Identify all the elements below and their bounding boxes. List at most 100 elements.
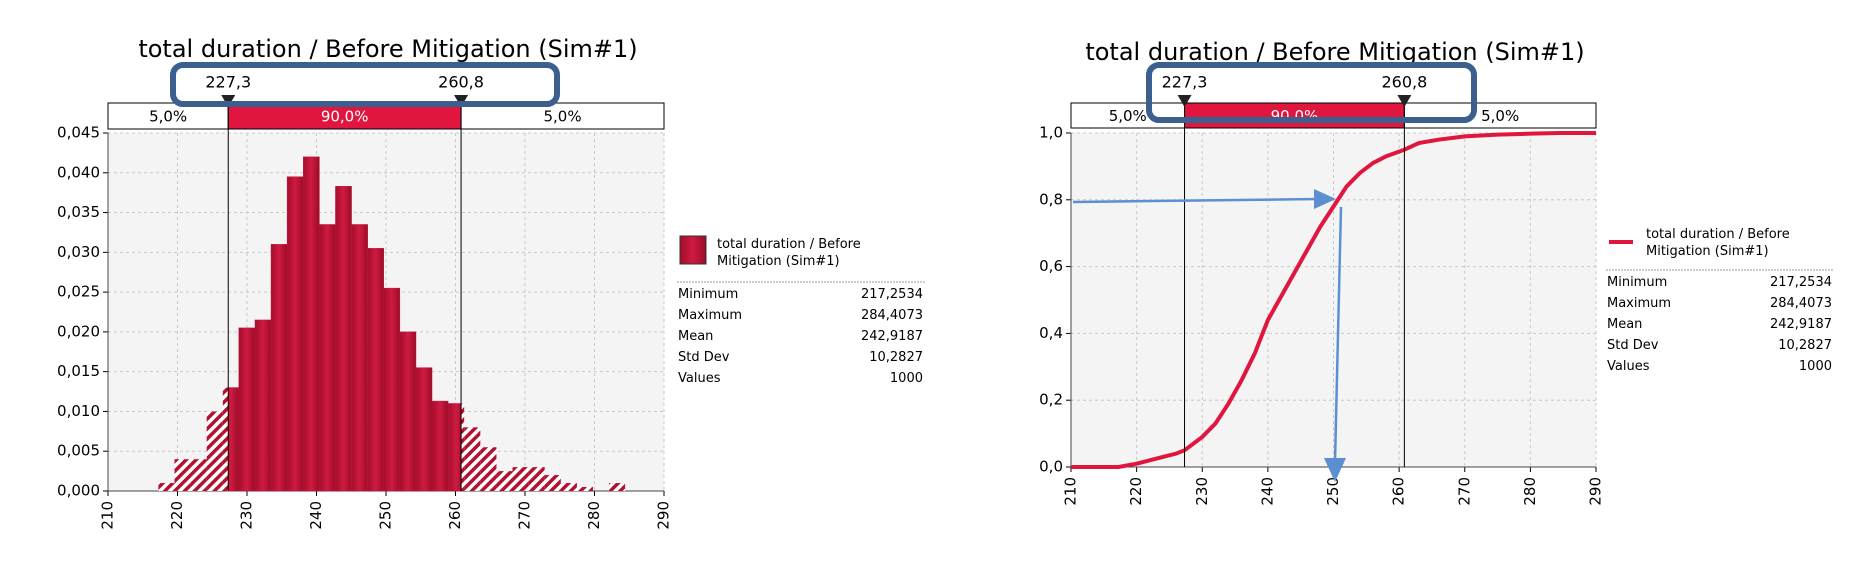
highlight-box <box>1146 62 1477 123</box>
chart-title: total duration / Before Mitigation (Sim#… <box>138 35 637 63</box>
legend-label: total duration / Before Mitigation (Sim#… <box>717 237 861 269</box>
x-tick-label: 240 <box>307 501 325 530</box>
x-tick-label: 280 <box>585 501 603 530</box>
stat-value: 284,4073 <box>860 308 923 323</box>
y-tick-label: 0,045 <box>57 124 100 142</box>
band-segment <box>107 102 229 130</box>
x-tick-label: 270 <box>1455 477 1473 506</box>
stat-label: Maximum <box>678 308 743 323</box>
y-tick-label: 0,8 <box>1039 190 1063 208</box>
stat-value: 242,9187 <box>1769 317 1832 332</box>
stat-label: Std Dev <box>1607 338 1659 353</box>
bar-tail <box>464 427 481 491</box>
stat-value: 284,4073 <box>1769 296 1832 311</box>
y-tick-label: 0,0 <box>1039 458 1063 476</box>
y-tick-label: 0,025 <box>57 283 100 301</box>
x-tick-label: 280 <box>1521 477 1539 506</box>
bar-tail <box>560 483 577 491</box>
x-tick-label: 270 <box>516 501 534 530</box>
bar <box>303 156 320 492</box>
stat-label: Minimum <box>678 287 739 302</box>
bar <box>431 400 449 492</box>
band-label: 5,0% <box>1481 107 1519 125</box>
bar-tail <box>174 459 191 491</box>
highlight-box <box>170 62 560 107</box>
bar-tail <box>190 459 207 491</box>
arrow-head <box>1314 189 1336 209</box>
band-label: 90,0% <box>321 108 369 126</box>
bar <box>238 327 256 492</box>
stat-value: 10,2827 <box>1778 338 1832 353</box>
bar-tail <box>528 467 545 491</box>
bar <box>383 287 401 492</box>
stat-value: 217,2534 <box>1769 275 1832 290</box>
band-segment <box>460 102 665 130</box>
x-tick-label: 250 <box>377 501 395 530</box>
stat-label: Values <box>678 371 721 386</box>
stat-label: Values <box>1607 359 1650 374</box>
chart-title: total duration / Before Mitigation (Sim#… <box>1085 38 1584 66</box>
x-tick-label: 210 <box>99 501 117 530</box>
stat-value: 1000 <box>889 371 923 386</box>
band-label: 5,0% <box>149 108 187 126</box>
stat-label: Std Dev <box>678 350 730 365</box>
delimiter-label: 260,8 <box>438 73 484 92</box>
y-tick-label: 0,2 <box>1039 391 1063 409</box>
band-label: 5,0% <box>543 108 581 126</box>
bar <box>415 367 433 492</box>
x-tick-label: 250 <box>1324 477 1342 506</box>
arrow <box>1333 206 1343 463</box>
y-tick-label: 0,000 <box>57 482 100 500</box>
x-tick-label: 210 <box>1062 477 1080 506</box>
delimiter-marker <box>1177 95 1192 107</box>
bar-tail <box>609 483 626 491</box>
stat-label: Mean <box>1607 317 1643 332</box>
y-tick-label: 0,005 <box>57 442 100 460</box>
stat-value: 217,2534 <box>860 287 923 302</box>
delimiter-label: 260,8 <box>1381 73 1427 92</box>
arrow-head <box>1324 458 1346 482</box>
band-segment <box>1070 102 1186 129</box>
bar-tail <box>480 447 497 491</box>
bar-tail <box>512 467 529 491</box>
band-segment <box>1184 102 1405 129</box>
x-tick-label: 260 <box>1390 477 1408 506</box>
legend-swatch <box>679 235 707 265</box>
y-tick-label: 0,035 <box>57 203 100 221</box>
y-tick-label: 0,6 <box>1039 257 1063 275</box>
arrow <box>1072 197 1319 204</box>
y-tick-label: 0,030 <box>57 243 100 261</box>
y-tick-label: 0,015 <box>57 362 100 380</box>
stat-label: Minimum <box>1607 275 1668 290</box>
band-segment <box>1403 102 1597 129</box>
x-tick-label: 230 <box>238 501 256 530</box>
bar-tail <box>206 411 223 491</box>
bar-tail <box>158 483 175 491</box>
bar <box>270 244 288 492</box>
y-tick-label: 0,040 <box>57 163 100 181</box>
stat-value: 242,9187 <box>860 329 923 344</box>
bar <box>399 331 417 492</box>
x-tick-label: 290 <box>655 501 673 530</box>
bar <box>286 176 304 492</box>
legend-label: total duration / Before Mitigation (Sim#… <box>1646 227 1790 259</box>
cdf-line <box>1071 131 1596 469</box>
y-tick-label: 0,010 <box>57 402 100 420</box>
bar-tail <box>576 487 593 491</box>
bar <box>254 319 272 492</box>
stat-value: 10,2827 <box>869 350 923 365</box>
y-tick-label: 0,020 <box>57 322 100 340</box>
band-label: 5,0% <box>1109 107 1147 125</box>
delimiter-marker <box>1397 95 1412 107</box>
bar <box>447 403 462 492</box>
stat-label: Maximum <box>1607 296 1672 311</box>
x-tick-label: 220 <box>168 501 186 530</box>
delimiter-label: 227,3 <box>205 73 251 92</box>
bar <box>367 248 384 492</box>
y-tick-label: 0,4 <box>1039 324 1063 342</box>
delimiter-label: 227,3 <box>1162 73 1208 92</box>
x-tick-label: 230 <box>1193 477 1211 506</box>
bar-tail <box>496 471 513 491</box>
